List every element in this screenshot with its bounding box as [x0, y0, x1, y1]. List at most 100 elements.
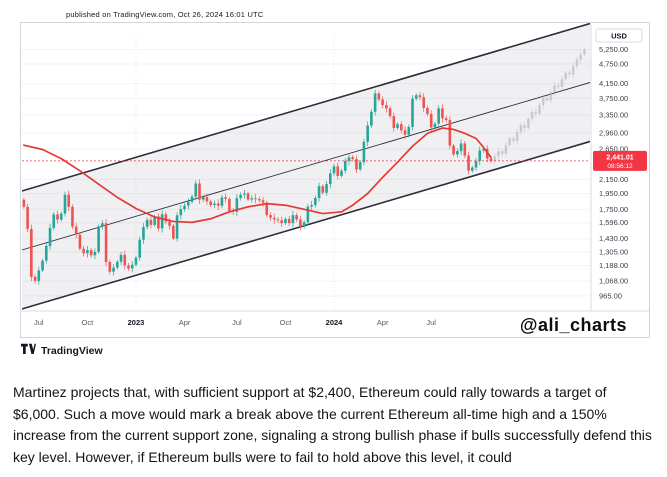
- candle-body: [104, 223, 108, 263]
- candle-body: [138, 239, 142, 258]
- candle-body: [201, 196, 205, 200]
- chart-frame: 5,250.00 4,750.00 4,150.00 3,750.00 3,350.00…: [20, 22, 650, 338]
- candle-body: [175, 215, 179, 239]
- candle-body: [224, 197, 227, 200]
- candle-body: [433, 123, 437, 128]
- candle-body: [276, 219, 280, 221]
- article-paragraph: Martinez projects that, with sufficient …: [13, 384, 652, 466]
- candle-body: [403, 130, 407, 135]
- candle-body: [37, 270, 41, 281]
- candle-body: [358, 162, 362, 170]
- candle-body: [321, 186, 325, 193]
- projected-candle-body: [549, 91, 553, 101]
- candle-body: [101, 223, 104, 227]
- tradingview-attribution[interactable]: TradingView: [21, 343, 667, 358]
- projected-candle-body: [515, 131, 519, 141]
- candle-body: [172, 225, 175, 239]
- projected-candle-body: [560, 79, 564, 87]
- price-chart-canvas[interactable]: 5,250.00 4,750.00 4,150.00 3,750.00 3,350.00…: [21, 23, 649, 337]
- candle-body: [209, 201, 213, 206]
- projected-candle-body: [512, 138, 515, 141]
- candle-body: [269, 215, 272, 218]
- channel-upper-line: [22, 23, 590, 192]
- candle-body: [186, 201, 190, 206]
- candle-body: [48, 227, 52, 247]
- candle-body: [261, 200, 265, 203]
- candle-body: [295, 215, 298, 220]
- candle-body: [183, 205, 186, 210]
- projected-candle-body: [579, 54, 582, 60]
- candle-body: [56, 214, 59, 220]
- time-tick-label: Oct: [280, 318, 293, 327]
- candle-body: [179, 209, 183, 216]
- candle-body: [33, 276, 37, 281]
- price-tick-label: 1,068.00: [599, 277, 628, 286]
- candle-body: [478, 150, 482, 161]
- candle-body: [265, 202, 269, 216]
- candle-body: [239, 194, 242, 199]
- price-tick-label: 1,188.00: [599, 261, 628, 270]
- projected-candle-body: [523, 125, 526, 129]
- chart-plot[interactable]: [21, 23, 599, 311]
- projected-candle-body: [571, 66, 575, 75]
- candle-body: [474, 160, 478, 168]
- candle-body: [411, 98, 414, 127]
- price-tick-label: 1,750.00: [599, 205, 628, 214]
- tradingview-logo-icon: [21, 342, 36, 360]
- candle-body: [254, 198, 257, 200]
- candle-body: [119, 254, 123, 262]
- candle-body: [325, 184, 328, 193]
- candle-body: [310, 205, 313, 207]
- currency-unit-button[interactable]: [595, 28, 643, 43]
- candle-body: [370, 111, 373, 126]
- time-tick-label: Apr: [377, 318, 389, 327]
- candle-body: [97, 226, 100, 252]
- candle-body: [437, 108, 440, 124]
- projected-candle-body: [534, 111, 538, 114]
- candle-body: [142, 226, 145, 240]
- candle-body: [153, 216, 156, 225]
- candle-body: [86, 250, 89, 254]
- candle-body: [257, 199, 261, 201]
- candle-body: [115, 261, 119, 268]
- candle-body: [429, 113, 433, 128]
- candle-body: [470, 167, 474, 171]
- candle-body: [108, 262, 112, 272]
- candle-body: [328, 173, 332, 185]
- candle-body: [452, 145, 455, 155]
- candle-body: [134, 257, 138, 265]
- candle-body: [422, 97, 426, 108]
- candle-body: [145, 219, 149, 227]
- price-axis[interactable]: 5,250.00 4,750.00 4,150.00 3,750.00 3,350.00…: [599, 45, 628, 300]
- time-axis[interactable]: Jul Oct 2023 Apr Jul Oct 2024 Apr Jul: [34, 318, 436, 327]
- candle-body: [194, 183, 198, 197]
- candle-body: [216, 203, 220, 206]
- candle-body: [284, 218, 287, 224]
- candle-body: [243, 193, 246, 195]
- candle-body: [456, 151, 459, 155]
- candle-body: [314, 197, 317, 206]
- projected-candle-body: [568, 72, 571, 75]
- candle-body: [30, 228, 33, 277]
- candle-body: [355, 159, 358, 170]
- candle-body: [287, 218, 291, 224]
- candle-body: [205, 196, 209, 202]
- candle-body: [336, 166, 340, 176]
- candle-body: [332, 166, 336, 174]
- candle-body: [351, 157, 355, 160]
- channel-mid-line: [22, 82, 590, 251]
- candle-body: [78, 234, 82, 249]
- candle-body: [112, 267, 115, 272]
- price-tick-label: 1,950.00: [599, 189, 628, 198]
- projected-candle-body: [500, 151, 504, 154]
- candle-body: [198, 183, 201, 200]
- tradingview-chart-widget: published on TradingView.com, Oct 26, 20…: [20, 10, 650, 338]
- tradingview-brand-label: TradingView: [41, 344, 103, 357]
- candle-body: [41, 260, 44, 271]
- candle-body: [246, 193, 250, 200]
- candle-body: [71, 206, 74, 227]
- candle-body: [89, 250, 93, 256]
- time-tick-label: Oct: [82, 318, 95, 327]
- price-tick-label: 3,350.00: [599, 110, 628, 119]
- candle-body: [407, 126, 411, 135]
